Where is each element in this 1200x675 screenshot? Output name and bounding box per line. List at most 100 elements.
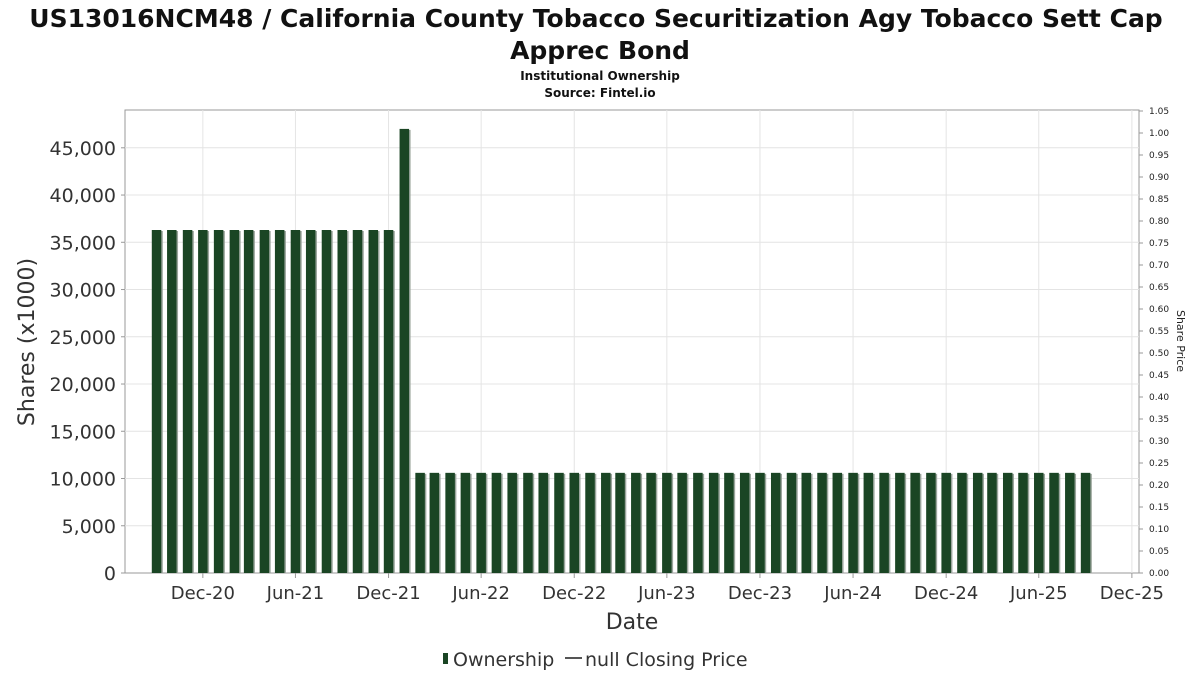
ownership-bar (1049, 472, 1059, 573)
y2-tick-label: 0.85 (1149, 195, 1169, 205)
legend-ownership-swatch (443, 653, 448, 664)
y2-tick-label: 0.05 (1149, 547, 1169, 557)
y2-tick-label: 1.00 (1149, 129, 1169, 139)
y2-tick-label: 0.25 (1149, 459, 1169, 469)
y2-tick-label: 0.20 (1149, 481, 1169, 491)
y2-tick-label: 0.50 (1149, 349, 1169, 359)
ownership-bar (662, 472, 672, 573)
y2-tick-label: 0.60 (1149, 305, 1169, 315)
ownership-bar (523, 472, 533, 573)
y-tick-label: 40,000 (50, 185, 116, 207)
y2-tick-label: 0.30 (1149, 437, 1169, 447)
ownership-bar (863, 472, 874, 573)
y2-axis-label: Share Price (1174, 310, 1187, 372)
ownership-bar (337, 230, 347, 573)
y2-tick-label: 0.90 (1149, 173, 1169, 183)
ownership-bar (491, 472, 502, 573)
ownership-bar (229, 230, 240, 573)
ownership-bar (1018, 472, 1028, 573)
ownership-bar (739, 472, 750, 573)
ownership-bar (895, 472, 905, 573)
ownership-bar (383, 230, 394, 573)
ownership-bar (167, 230, 177, 573)
ownership-bar (429, 472, 440, 573)
ownership-bar (1034, 472, 1044, 573)
ownership-bar (445, 472, 455, 573)
ownership-bar (321, 230, 332, 573)
x-tick-label: Jun-22 (451, 583, 510, 604)
x-tick-label: Dec-21 (356, 583, 420, 604)
y2-tick-label: 0.45 (1149, 371, 1169, 381)
y-tick-label: 0 (104, 563, 116, 585)
y2-tick-label: 0.15 (1149, 503, 1169, 513)
ownership-bar (601, 472, 611, 573)
ownership-bar (213, 230, 224, 573)
y-tick-label: 5,000 (62, 516, 116, 538)
x-tick-label: Jun-23 (637, 583, 696, 604)
ownership-bar (290, 230, 301, 573)
y-axis-label: Shares (x1000) (15, 258, 40, 426)
y-tick-label: 15,000 (50, 421, 116, 443)
ownership-bar (1080, 472, 1091, 573)
ownership-bar (677, 472, 687, 573)
chart-title-line-1: US13016NCM48 / California County Tobacco… (29, 4, 1162, 33)
ownership-bar (151, 230, 162, 573)
ownership-bar (1065, 472, 1075, 573)
x-tick-label: Dec-23 (728, 583, 792, 604)
ownership-bar (770, 472, 781, 573)
ownership-bar (957, 472, 967, 573)
y2-tick-label: 0.75 (1149, 239, 1169, 249)
ownership-bar (879, 472, 889, 573)
y2-tick-label: 0.70 (1149, 261, 1169, 271)
ownership-bar (274, 230, 285, 573)
ownership-bar (243, 230, 254, 573)
chart-subtitle: Institutional Ownership (520, 69, 680, 83)
y2-tick-label: 0.40 (1149, 393, 1169, 403)
ownership-bar (198, 230, 208, 573)
ownership-bar (305, 230, 316, 573)
y2-tick-label: 1.05 (1149, 107, 1169, 117)
y-tick-label: 25,000 (50, 327, 116, 349)
ownership-bar (460, 472, 471, 573)
y-tick-label: 10,000 (50, 469, 116, 491)
ownership-bar (786, 472, 797, 573)
legend: Ownership null Closing Price (443, 649, 748, 671)
x-tick-label: Dec-20 (171, 583, 235, 604)
ownership-bar (926, 472, 936, 573)
x-tick-label: Dec-22 (542, 583, 606, 604)
ownership-bar (352, 230, 363, 573)
y-axis-ticks: 0 5,000 10,000 15,000 20,000 25,000 30,000 35,0… (50, 138, 125, 585)
ownership-bar (1002, 472, 1013, 573)
x-tick-label: Jun-21 (266, 583, 325, 604)
ownership-bar (415, 472, 425, 573)
ownership-bar (507, 472, 517, 573)
y2-tick-label: 0.95 (1149, 151, 1169, 161)
ownership-bars (151, 128, 1092, 574)
y2-axis-ticks: 0.00 0.05 0.10 0.15 0.20 0.25 0.30 0.35 0.40 0.45… (1139, 107, 1169, 579)
chart-title-line-2: Apprec Bond (510, 36, 690, 65)
ownership-bar (708, 472, 719, 573)
ownership-bar (368, 230, 379, 573)
ownership-bar (832, 472, 843, 573)
ownership-bar (182, 230, 193, 573)
ownership-bar (972, 472, 983, 573)
ownership-bar (569, 472, 580, 573)
x-tick-label: Dec-25 (1100, 583, 1164, 604)
x-axis-label: Date (606, 610, 659, 635)
y2-tick-label: 0.80 (1149, 217, 1169, 227)
ownership-bar (910, 472, 920, 573)
ownership-bar (554, 472, 564, 573)
ownership-bar (801, 472, 812, 573)
y2-tick-label: 0.00 (1149, 569, 1169, 579)
y-tick-label: 45,000 (50, 138, 116, 160)
ownership-bar (693, 472, 703, 573)
ownership-bar (987, 472, 997, 573)
ownership-bar (724, 472, 734, 573)
y-tick-label: 30,000 (50, 280, 116, 302)
legend-ownership-label: Ownership (453, 649, 554, 671)
ownership-bar (941, 472, 951, 573)
x-tick-label: Dec-24 (914, 583, 978, 604)
chart-source: Source: Fintel.io (544, 86, 655, 100)
ownership-bar (817, 472, 827, 573)
